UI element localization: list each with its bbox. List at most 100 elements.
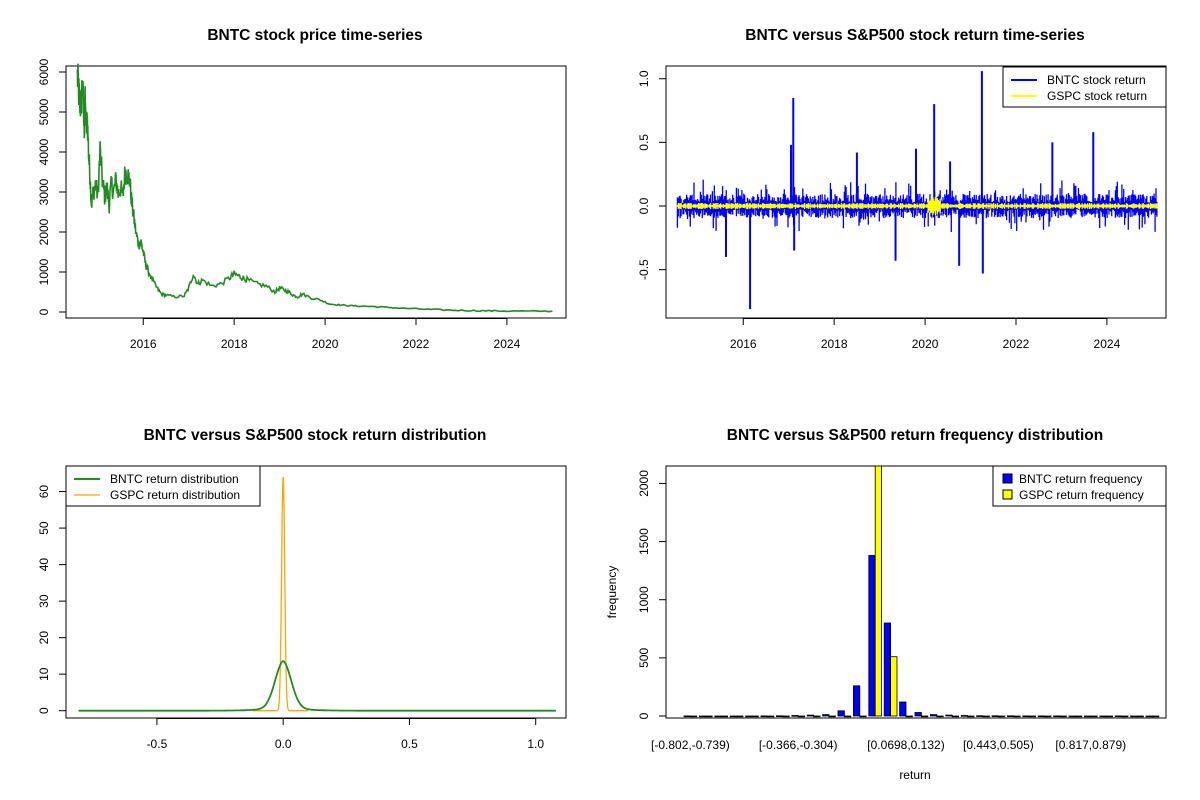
y-tick-label: 10	[37, 667, 51, 681]
bntc-frequency-bar	[960, 715, 969, 717]
gspc-frequency-bar	[844, 715, 852, 718]
y-tick-label: 0	[37, 308, 51, 315]
legend-swatch	[1002, 473, 1013, 484]
price-series-line	[76, 63, 553, 313]
gspc-frequency-bar	[921, 715, 929, 718]
plot-frame	[65, 65, 567, 319]
y-tick-label: 2000	[637, 470, 651, 497]
gspc-frequency-bar	[1028, 715, 1036, 718]
bntc-frequency-bar	[1022, 715, 1030, 718]
gspc-frequency-bar	[690, 715, 698, 718]
y-tick-label: 40	[37, 558, 51, 572]
bntc-frequency-bar	[837, 710, 845, 717]
gspc-frequency-bar	[890, 656, 898, 717]
x-tick-label: 2022	[1003, 337, 1030, 351]
legend-label: BNTC stock return	[1047, 73, 1146, 87]
y-tick-label: 20	[37, 631, 51, 645]
gspc-frequency-bar	[720, 715, 729, 718]
gspc-frequency-bar	[967, 715, 975, 718]
x-tick-label: [-0.802,-0.739)	[651, 738, 730, 752]
bntc-frequency-bar	[714, 715, 722, 718]
bntc-frequency-bar	[1084, 715, 1092, 718]
bntc-frequency-bar	[1099, 715, 1107, 718]
x-tick-label: 0.0	[275, 737, 292, 751]
bntc-frequency-bar	[1037, 715, 1045, 718]
y-tick-label: 1.0	[637, 70, 651, 87]
y-tick-label: 0	[637, 712, 651, 719]
y-tick-label: 60	[37, 485, 51, 499]
y-tick-label: 1500	[637, 528, 651, 555]
bntc-frequency-bar	[729, 715, 738, 718]
bntc-frequency-bar	[760, 715, 768, 718]
bntc-frequency-bar	[791, 715, 799, 717]
x-tick-label: 2022	[403, 337, 430, 351]
gspc-frequency-bar	[1152, 715, 1160, 718]
bntc-frequency-bar	[683, 715, 691, 718]
bntc-frequency-bar	[868, 555, 876, 717]
x-tick-label: 2016	[130, 337, 157, 351]
gspc-frequency-bar	[797, 715, 806, 718]
y-tick-label: 500	[637, 648, 651, 668]
legend-label: BNTC return distribution	[110, 472, 239, 486]
x-tick-label: 2024	[494, 337, 521, 351]
bntc-frequency-bar	[1053, 715, 1061, 718]
legend-box	[1002, 66, 1167, 108]
gspc-return-series	[676, 197, 1158, 215]
gspc-frequency-bar	[905, 715, 913, 718]
bntc-frequency-bar	[1114, 715, 1122, 718]
gspc-frequency-bar	[767, 715, 775, 718]
gspc-frequency-bar	[828, 715, 836, 718]
panel-return-series: BNTC versus S&P500 stock return time-ser…	[637, 27, 1167, 351]
gspc-frequency-bar	[1044, 715, 1052, 718]
y-tick-label: 1000	[637, 586, 651, 613]
legend-label: BNTC return frequency	[1019, 472, 1142, 486]
bntc-frequency-bar	[776, 715, 784, 717]
y-tick-label: 0.0	[637, 197, 651, 214]
x-tick-label: 0.5	[401, 737, 418, 751]
gspc-frequency-bar	[1105, 715, 1113, 718]
bntc-frequency-bar	[991, 715, 999, 717]
gspc-frequency-bar	[936, 715, 944, 718]
bntc-density-line	[78, 660, 556, 712]
bntc-frequency-bar	[930, 714, 938, 717]
y-tick-label: 6000	[37, 58, 51, 85]
plot-frame	[665, 465, 1167, 719]
chart-title: BNTC stock price time-series	[207, 27, 422, 44]
legend-label: GSPC stock return	[1047, 89, 1147, 103]
gspc-frequency-bar	[705, 715, 713, 718]
gspc-frequency-bar	[736, 715, 744, 718]
gspc-frequency-bar	[813, 715, 821, 718]
y-tick-label: 3000	[37, 178, 51, 205]
y-tick-label: 50	[37, 521, 51, 535]
gspc-frequency-bar	[751, 715, 759, 718]
legend-label: GSPC return distribution	[110, 488, 240, 502]
gspc-frequency-bar	[782, 715, 790, 718]
chart-title: BNTC versus S&P500 stock return distribu…	[144, 427, 487, 444]
gspc-frequency-bar	[859, 715, 867, 718]
y-tick-label: 2000	[37, 218, 51, 245]
panel-price-series: BNTC stock price time-series 2016 2018 202…	[37, 27, 567, 351]
x-axis-label: return	[899, 768, 930, 782]
legend-swatch	[1002, 489, 1013, 500]
x-tick-label: 2016	[730, 337, 757, 351]
gspc-frequency-bar	[874, 465, 883, 717]
gspc-frequency-bar	[998, 715, 1006, 718]
x-tick-label: -0.5	[147, 737, 168, 751]
x-tick-label: 2018	[221, 337, 248, 351]
y-tick-label: 0	[37, 707, 51, 714]
bntc-frequency-bar	[806, 714, 815, 717]
bntc-frequency-bar	[699, 715, 707, 718]
chart-title: BNTC versus S&P500 stock return time-ser…	[745, 27, 1084, 44]
gspc-density-line	[252, 476, 309, 712]
x-tick-label: 1.0	[527, 737, 544, 751]
gspc-frequency-bar	[1121, 715, 1129, 718]
y-tick-label: -0.5	[637, 259, 651, 280]
bntc-frequency-bar	[914, 712, 922, 717]
x-tick-label: [0.0698,0.132)	[867, 738, 944, 752]
x-tick-label: 2020	[312, 337, 339, 351]
y-tick-label: 1000	[37, 258, 51, 285]
bntc-frequency-bar	[976, 715, 984, 717]
y-tick-label: 0.5	[637, 134, 651, 151]
bntc-frequency-bar	[883, 622, 892, 717]
gspc-frequency-bar	[1136, 715, 1144, 718]
